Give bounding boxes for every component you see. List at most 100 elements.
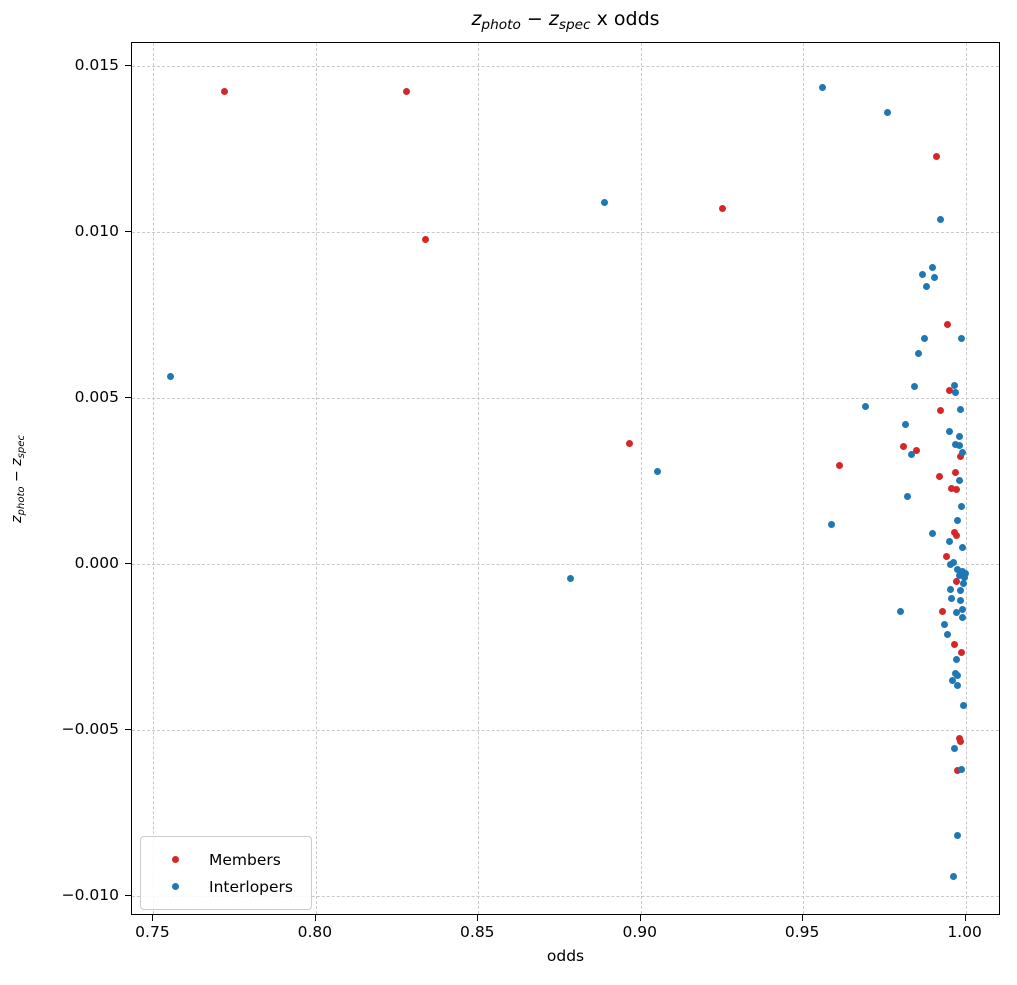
y-tick-label: −0.010 xyxy=(61,886,119,905)
label-segment: spec xyxy=(558,16,591,33)
interlopers-data-point xyxy=(956,432,964,440)
interlopers-data-point xyxy=(902,421,910,429)
members-data-point xyxy=(951,640,959,648)
legend-item: Members xyxy=(141,846,293,873)
interlopers-data-point xyxy=(903,492,911,500)
interlopers-data-point xyxy=(946,537,954,545)
label-segment: photo xyxy=(481,16,521,33)
label-segment: z xyxy=(548,8,559,30)
label-segment: spec xyxy=(15,435,27,459)
x-tick-label: 0.85 xyxy=(460,923,495,941)
interlopers-data-point xyxy=(911,382,919,390)
y-axis-label: zphoto − zspec xyxy=(9,279,27,679)
interlopers-data-point xyxy=(167,372,175,380)
members-data-point xyxy=(953,577,961,585)
members-data-point xyxy=(900,442,908,450)
members-data-point xyxy=(953,531,961,539)
interlopers-data-point xyxy=(949,677,957,685)
x-tick-label: 0.80 xyxy=(297,923,333,941)
interlopers-data-point xyxy=(958,448,966,456)
y-gridline xyxy=(132,65,999,67)
legend-label: Members xyxy=(209,850,281,869)
interlopers-data-point xyxy=(946,428,954,436)
interlopers-data-point xyxy=(923,282,931,290)
label-segment: − xyxy=(520,8,549,30)
interlopers-data-point xyxy=(827,520,835,528)
interlopers-data-point xyxy=(955,441,963,449)
x-tick-mark xyxy=(964,915,966,921)
members-data-point xyxy=(957,649,965,657)
y-tick-label: 0.015 xyxy=(74,55,119,74)
chart-title: zphoto − zspec x odds xyxy=(131,8,1000,33)
members-data-point xyxy=(719,204,727,212)
interlopers-data-point xyxy=(957,335,965,343)
interlopers-data-point xyxy=(943,630,951,638)
members-data-point xyxy=(421,236,429,244)
members-data-point xyxy=(955,734,963,742)
interlopers-data-point xyxy=(954,516,962,524)
interlopers-data-point xyxy=(918,270,926,278)
y-tick-label: 0.005 xyxy=(74,387,119,406)
interlopers-data-point xyxy=(566,575,574,583)
y-tick-mark xyxy=(125,230,131,232)
interlopers-data-point xyxy=(601,198,609,206)
members-data-point xyxy=(403,87,411,95)
label-segment: z xyxy=(9,458,26,466)
interlopers-data-point xyxy=(952,608,960,616)
y-gridline xyxy=(132,896,999,898)
y-gridline xyxy=(132,397,999,399)
interlopers-data-point xyxy=(960,580,968,588)
x-axis-label: odds xyxy=(546,947,585,965)
y-tick-mark xyxy=(125,729,131,731)
y-tick-mark xyxy=(125,64,131,66)
interlopers-data-point xyxy=(949,872,957,880)
members-data-point xyxy=(625,439,633,447)
interlopers-data-point xyxy=(951,381,959,389)
interlopers-data-point xyxy=(946,560,954,568)
members-data-point xyxy=(221,87,229,95)
legend-item: Interlopers xyxy=(141,873,293,900)
members-data-point xyxy=(953,486,961,494)
interlopers-data-point xyxy=(960,573,968,581)
members-data-point xyxy=(937,407,945,415)
x-tick-mark xyxy=(314,915,316,921)
members-data-point xyxy=(932,153,940,161)
interlopers-data-point xyxy=(954,672,962,680)
interlopers-data-point xyxy=(956,587,964,595)
interlopers-data-point xyxy=(884,108,892,116)
label-segment: − xyxy=(9,465,26,487)
interlopers-data-point xyxy=(953,832,961,840)
interlopers-data-point xyxy=(950,558,958,566)
y-tick-mark xyxy=(125,895,131,897)
legend-marker-icon xyxy=(172,856,179,863)
label-segment: z xyxy=(471,8,482,30)
interlopers-data-point xyxy=(937,216,945,224)
interlopers-data-point xyxy=(953,681,961,689)
y-tick-label: 0.000 xyxy=(74,554,119,572)
members-data-point xyxy=(956,452,964,460)
interlopers-data-point xyxy=(957,405,965,413)
plot-area xyxy=(131,42,1000,915)
x-tick-label: 0.95 xyxy=(784,923,820,941)
x-tick-mark xyxy=(477,915,479,921)
members-data-point xyxy=(913,446,921,454)
x-gridline xyxy=(640,43,642,914)
y-tick-label: 0.010 xyxy=(74,221,119,240)
x-tick-mark xyxy=(152,915,154,921)
x-gridline xyxy=(315,43,317,914)
legend-box: Members Interlopers xyxy=(140,836,312,910)
members-data-point xyxy=(951,468,959,476)
interlopers-data-point xyxy=(951,389,959,397)
interlopers-data-point xyxy=(958,606,966,614)
legend-marker-icon xyxy=(172,883,179,890)
members-data-point xyxy=(956,738,964,746)
interlopers-data-point xyxy=(955,572,963,580)
x-tick-label: 1.00 xyxy=(947,923,982,941)
interlopers-data-point xyxy=(929,263,937,271)
interlopers-data-point xyxy=(958,543,966,551)
interlopers-data-point xyxy=(955,477,963,485)
interlopers-data-point xyxy=(957,765,965,773)
members-data-point xyxy=(945,386,953,394)
members-data-point xyxy=(942,552,950,560)
